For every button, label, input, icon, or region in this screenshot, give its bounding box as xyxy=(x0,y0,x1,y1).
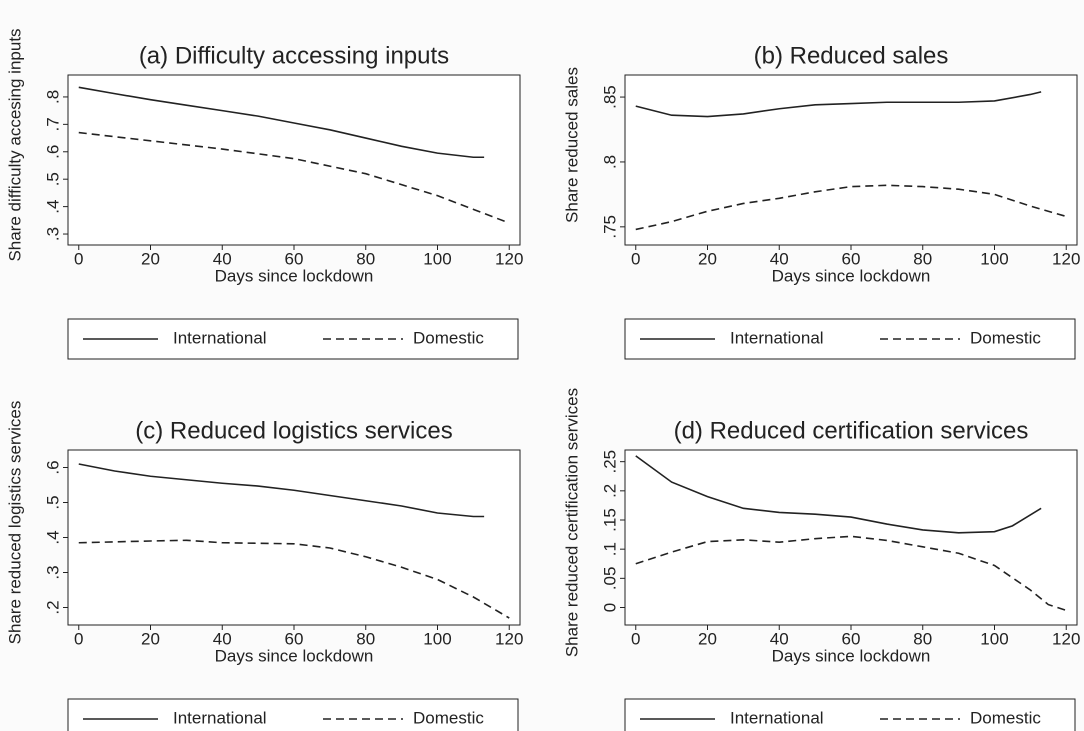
x-tick-label: 80 xyxy=(913,629,932,648)
legend-label: International xyxy=(730,328,824,347)
y-tick-label: .5 xyxy=(43,172,62,186)
y-tick-label: .05 xyxy=(600,567,619,591)
y-tick-label: .15 xyxy=(600,508,619,532)
x-tick-label: 100 xyxy=(423,249,451,268)
y-tick-label: .4 xyxy=(43,200,62,214)
series-line xyxy=(635,91,1042,118)
y-tick-label: .25 xyxy=(600,450,619,474)
y-tick-label: .8 xyxy=(600,155,619,169)
y-tick-label: 0 xyxy=(600,603,619,612)
series-line xyxy=(78,539,510,619)
plot-area xyxy=(624,449,1078,626)
plot-area xyxy=(67,449,521,626)
y-tick-label: .3 xyxy=(43,565,62,579)
legend-label: International xyxy=(730,708,824,727)
y-tick-label: .2 xyxy=(600,484,619,498)
legend-box xyxy=(67,698,519,731)
x-tick-label: 20 xyxy=(698,629,717,648)
x-tick-label: 0 xyxy=(631,629,640,648)
legend-box xyxy=(624,698,1076,731)
x-tick-label: 60 xyxy=(842,249,861,268)
y-tick-label: .7 xyxy=(43,117,62,131)
series-line xyxy=(78,463,485,518)
panel-title: (d) Reduced certification services xyxy=(674,417,1029,444)
y-axis-label: Share difficulty accesing inputs xyxy=(5,28,24,261)
series-line xyxy=(635,535,1067,612)
y-tick-label: .1 xyxy=(600,542,619,556)
x-tick-label: 80 xyxy=(913,249,932,268)
x-tick-label: 100 xyxy=(980,249,1008,268)
y-tick-label: .85 xyxy=(600,85,619,109)
y-tick-label: .5 xyxy=(43,495,62,509)
series-line xyxy=(635,455,1042,534)
legend-label: Domestic xyxy=(970,328,1041,347)
plot-area xyxy=(67,74,521,246)
series-line xyxy=(78,131,510,224)
panel-title: (c) Reduced logistics services xyxy=(135,417,452,444)
x-tick-label: 20 xyxy=(141,629,160,648)
y-axis-label: Share reduced certification services xyxy=(562,388,581,657)
y-tick-label: .3 xyxy=(43,227,62,241)
x-axis-label: Days since lockdown xyxy=(772,646,931,665)
x-tick-label: 60 xyxy=(842,629,861,648)
x-tick-label: 20 xyxy=(141,249,160,268)
y-tick-label: .2 xyxy=(43,600,62,614)
x-tick-label: 80 xyxy=(356,629,375,648)
legend-label: Domestic xyxy=(970,708,1041,727)
x-tick-label: 100 xyxy=(980,629,1008,648)
x-axis-label: Days since lockdown xyxy=(215,266,374,285)
x-tick-label: 120 xyxy=(495,629,523,648)
legend-label: Domestic xyxy=(413,328,484,347)
y-tick-label: .75 xyxy=(600,215,619,239)
x-tick-label: 120 xyxy=(1052,629,1080,648)
x-tick-label: 120 xyxy=(495,249,523,268)
x-tick-label: 40 xyxy=(770,629,789,648)
legend-label: International xyxy=(173,328,267,347)
panel-title: (a) Difficulty accessing inputs xyxy=(139,42,449,69)
x-tick-label: 40 xyxy=(213,249,232,268)
y-tick-label: .6 xyxy=(43,145,62,159)
y-tick-label: .4 xyxy=(43,530,62,544)
x-axis-label: Days since lockdown xyxy=(772,266,931,285)
x-tick-label: 20 xyxy=(698,249,717,268)
x-tick-label: 40 xyxy=(770,249,789,268)
plot-area xyxy=(624,74,1078,246)
x-tick-label: 0 xyxy=(74,629,83,648)
series-line xyxy=(78,86,485,159)
x-tick-label: 60 xyxy=(285,249,304,268)
x-tick-label: 60 xyxy=(285,629,304,648)
y-axis-label: Share reduced sales xyxy=(562,67,581,223)
legend-label: International xyxy=(173,708,267,727)
panel-title: (b) Reduced sales xyxy=(754,42,949,69)
x-tick-label: 0 xyxy=(74,249,83,268)
y-axis-label: Share reduced logistics services xyxy=(5,401,24,645)
x-tick-label: 40 xyxy=(213,629,232,648)
x-tick-label: 80 xyxy=(356,249,375,268)
x-tick-label: 120 xyxy=(1052,249,1080,268)
legend-label: Domestic xyxy=(413,708,484,727)
x-tick-label: 100 xyxy=(423,629,451,648)
y-tick-label: .6 xyxy=(43,460,62,474)
x-tick-label: 0 xyxy=(631,249,640,268)
y-tick-label: .8 xyxy=(43,90,62,104)
x-axis-label: Days since lockdown xyxy=(215,646,374,665)
